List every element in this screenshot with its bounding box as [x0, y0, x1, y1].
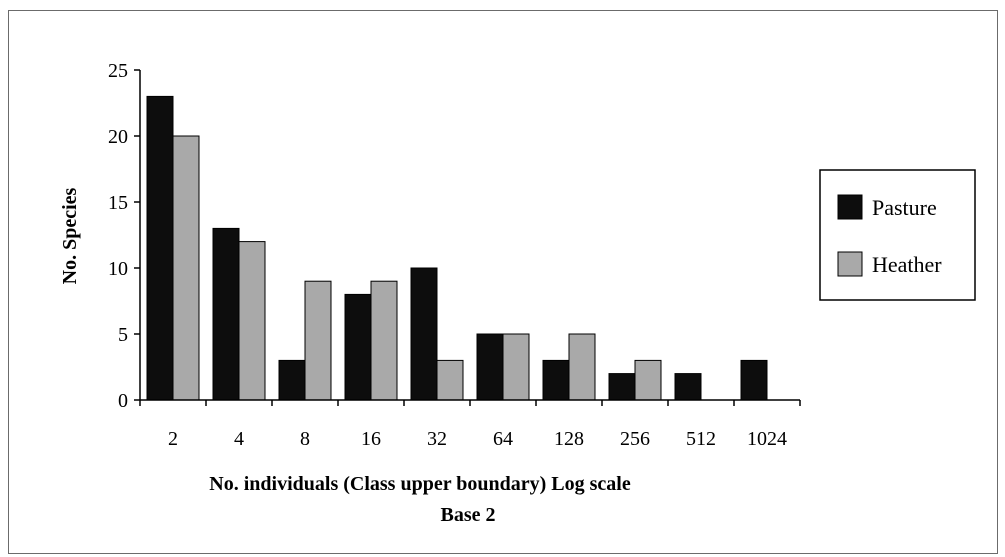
- x-tick-label: 4: [234, 428, 244, 450]
- x-axis-title-line2: Base 2: [441, 504, 496, 526]
- legend-swatch-pasture: [837, 194, 863, 220]
- bar-heather-4: [238, 241, 266, 401]
- bar-heather-2: [172, 135, 200, 401]
- x-tick-label: 8: [300, 428, 310, 450]
- bar-heather-16: [370, 280, 398, 401]
- bar-heather-128: [568, 333, 596, 401]
- x-tick-label: 64: [493, 428, 513, 450]
- bar-pasture-2: [146, 95, 174, 401]
- bar-heather-8: [304, 280, 332, 401]
- legend-label-pasture: Pasture: [872, 195, 937, 220]
- bar-pasture-8: [278, 359, 306, 401]
- bar-heather-64: [502, 333, 530, 401]
- y-tick-label: 25: [108, 60, 128, 82]
- y-ticks: 0 5 10 15 20 25: [108, 60, 140, 412]
- bar-pasture-4: [212, 227, 240, 401]
- bar-heather-256: [634, 359, 662, 401]
- y-tick-label: 0: [118, 390, 128, 412]
- legend: Pasture Heather: [819, 169, 976, 301]
- legend-box: [819, 169, 976, 301]
- bar-pasture-512: [674, 373, 702, 401]
- x-tick-label: 256: [620, 428, 650, 450]
- bar-pasture-16: [344, 293, 372, 401]
- y-tick-label: 10: [108, 258, 128, 280]
- bar-pasture-1024: [740, 359, 768, 401]
- y-axis-title: No. Species: [59, 187, 81, 284]
- y-tick-label: 20: [108, 126, 128, 148]
- bar-pasture-32: [410, 267, 438, 401]
- x-axis-title-line1: No. individuals (Class upper boundary) L…: [209, 473, 631, 495]
- bar-pasture-64: [476, 333, 504, 401]
- x-tick-label: 1024: [747, 428, 787, 450]
- x-tick-label: 512: [686, 428, 716, 450]
- bar-pasture-128: [542, 359, 570, 401]
- y-tick-label: 5: [118, 324, 128, 346]
- bar-pasture-256: [608, 373, 636, 401]
- x-tick-label: 128: [554, 428, 584, 450]
- legend-swatch-heather: [837, 251, 863, 277]
- x-tick-label: 32: [427, 428, 447, 450]
- bar-heather-32: [436, 359, 464, 401]
- legend-label-heather: Heather: [872, 252, 942, 277]
- x-tick-label: 2: [168, 428, 178, 450]
- bars-layer: [146, 95, 768, 401]
- y-tick-label: 15: [108, 192, 128, 214]
- x-ticks: 2 4 8 16 32 64 128 256 512 1024: [139, 400, 801, 450]
- x-tick-label: 16: [361, 428, 381, 450]
